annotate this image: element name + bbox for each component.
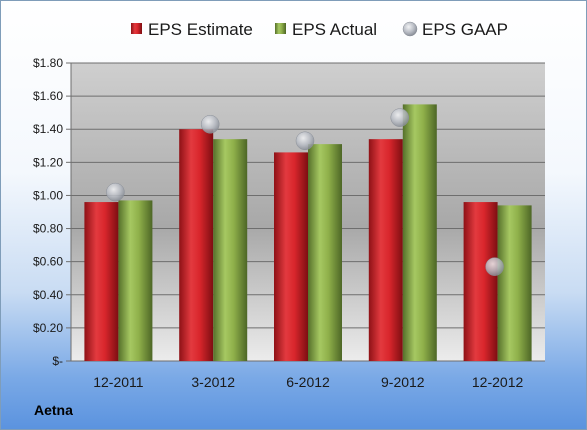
- bar-eps-actual: [497, 205, 532, 361]
- legend-eps-estimate-label: EPS Estimate: [148, 20, 253, 39]
- bar-eps-actual: [402, 104, 437, 361]
- bar-eps-estimate: [368, 139, 403, 361]
- bar-eps-actual: [118, 200, 153, 361]
- bar-eps-actual: [213, 139, 248, 361]
- marker-eps-gaap: [485, 257, 504, 276]
- y-tick-label: $0.40: [33, 288, 63, 302]
- bar-eps-actual: [308, 144, 342, 361]
- marker-eps-gaap: [295, 131, 315, 151]
- company-label: Aetna: [34, 402, 73, 418]
- y-tick-label: $0.60: [33, 255, 63, 269]
- x-tick-label: 9-2012: [381, 374, 425, 390]
- bar-eps-estimate: [463, 202, 498, 361]
- bar-eps-estimate: [179, 129, 214, 361]
- y-tick-label: $1.40: [33, 122, 63, 136]
- x-tick-label: 6-2012: [286, 374, 330, 390]
- legend-eps-gaap-label: EPS GAAP: [422, 20, 508, 39]
- x-tick-label: 12-2011: [93, 374, 144, 390]
- bar-eps-estimate: [84, 202, 119, 361]
- legend-eps-gaap-swatch: [402, 21, 418, 37]
- legend-eps-actual-label: EPS Actual: [292, 20, 377, 39]
- marker-eps-gaap: [390, 108, 410, 127]
- marker-eps-gaap: [106, 182, 125, 202]
- y-tick-label: $1.20: [33, 155, 63, 169]
- y-tick-label: $-: [52, 354, 63, 368]
- legend-eps-estimate-swatch: [131, 23, 142, 34]
- x-tick-label: 3-2012: [191, 374, 235, 390]
- y-tick-label: $0.80: [33, 222, 63, 236]
- legend-eps-actual-swatch: [275, 23, 286, 34]
- y-tick-label: $1.00: [33, 188, 63, 202]
- y-tick-label: $1.80: [33, 56, 63, 70]
- y-tick-label: $1.60: [33, 89, 63, 103]
- bar-eps-estimate: [274, 152, 308, 361]
- marker-eps-gaap: [200, 115, 220, 134]
- x-tick-label: 12-2012: [472, 374, 524, 390]
- y-tick-label: $0.20: [33, 321, 63, 335]
